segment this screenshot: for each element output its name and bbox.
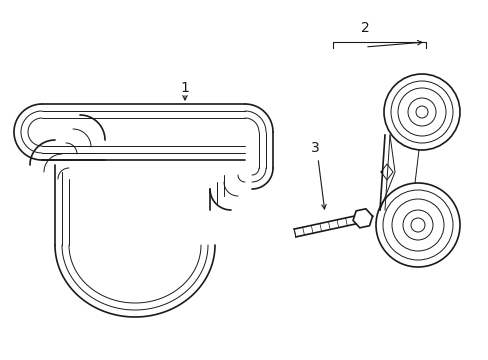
Text: 2: 2 xyxy=(360,21,368,35)
Text: 3: 3 xyxy=(310,141,319,155)
Text: 1: 1 xyxy=(180,81,189,95)
